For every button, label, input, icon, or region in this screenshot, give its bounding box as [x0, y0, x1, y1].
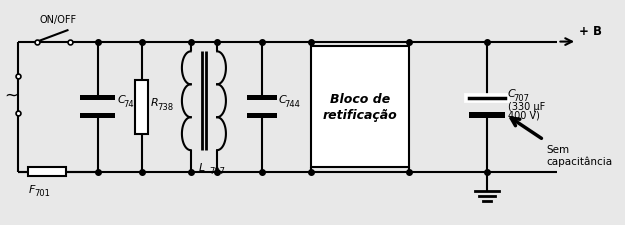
Bar — [311, 47, 409, 167]
Bar — [469, 112, 504, 119]
Text: C: C — [279, 94, 286, 104]
Text: 707: 707 — [514, 94, 529, 103]
Text: retificação: retificação — [322, 108, 398, 122]
Bar — [80, 95, 116, 100]
Bar — [80, 114, 116, 119]
Text: 707: 707 — [209, 166, 225, 175]
Text: 738: 738 — [157, 103, 173, 112]
Text: ON/OFF: ON/OFF — [39, 15, 76, 25]
Text: 701: 701 — [34, 188, 50, 197]
Text: R: R — [151, 97, 159, 107]
Text: 743: 743 — [123, 100, 139, 109]
Text: C: C — [508, 88, 516, 99]
Text: Bloco de: Bloco de — [330, 93, 390, 106]
Bar — [28, 168, 66, 176]
Text: F: F — [28, 184, 35, 194]
Text: (330 μF: (330 μF — [508, 101, 545, 111]
Bar — [136, 80, 148, 134]
Text: C: C — [118, 94, 125, 104]
Text: ~: ~ — [5, 86, 19, 104]
Bar — [248, 114, 277, 119]
Bar — [248, 95, 277, 100]
Text: + B: + B — [579, 25, 602, 38]
Text: Sem
capacitância: Sem capacitância — [547, 144, 613, 166]
Text: L: L — [199, 162, 205, 172]
Text: 744: 744 — [284, 100, 301, 109]
Text: 400 V): 400 V) — [508, 110, 539, 120]
